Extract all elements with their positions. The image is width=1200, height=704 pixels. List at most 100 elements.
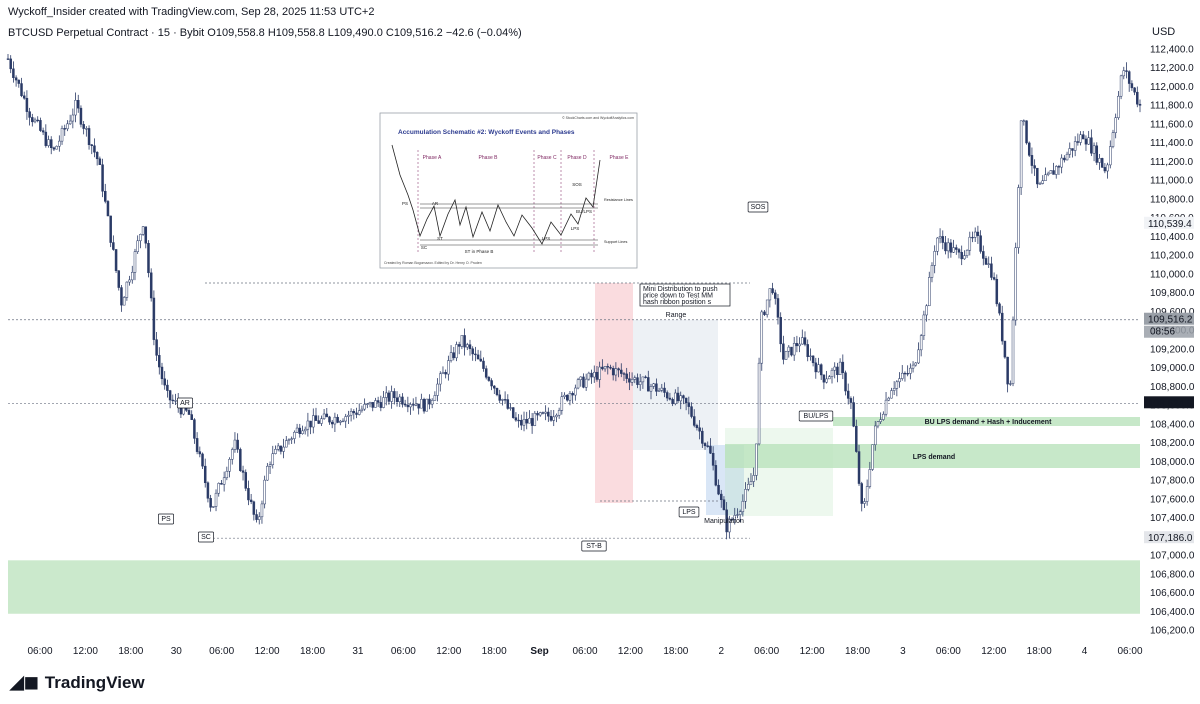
candle-body bbox=[795, 343, 799, 347]
x-tick-label: 06:00 bbox=[391, 646, 416, 657]
lps-projection-zone bbox=[725, 428, 833, 516]
candle-body bbox=[593, 371, 596, 378]
inset-event-label: SC bbox=[421, 245, 428, 250]
candle-body bbox=[39, 120, 42, 131]
candle-body bbox=[249, 499, 253, 502]
candle-body bbox=[471, 348, 474, 355]
candle-body bbox=[701, 430, 704, 444]
y-tick-label: 108,000.0 bbox=[1150, 457, 1195, 468]
candle-body bbox=[844, 372, 847, 392]
candle-body bbox=[1033, 165, 1036, 169]
candle-body bbox=[55, 145, 58, 150]
candle-body bbox=[863, 501, 866, 504]
candle-body bbox=[447, 360, 450, 375]
candle-body bbox=[268, 464, 272, 467]
candle-body bbox=[625, 373, 628, 379]
candle-body bbox=[582, 376, 585, 388]
candle-body bbox=[79, 107, 83, 125]
candle-body bbox=[428, 398, 431, 405]
tv-logo-icon: ◢◼ bbox=[10, 672, 39, 692]
candle-body bbox=[557, 410, 561, 416]
y-tick-label: 111,600.0 bbox=[1150, 119, 1193, 130]
candle-body bbox=[490, 380, 493, 387]
candle-body bbox=[819, 364, 823, 376]
candle-body bbox=[344, 416, 347, 422]
candle-body bbox=[155, 339, 158, 356]
candle-body bbox=[1090, 137, 1093, 154]
candle-body bbox=[1138, 103, 1142, 106]
label-sc: SC bbox=[201, 534, 211, 541]
candle-body bbox=[930, 265, 934, 278]
candle-body bbox=[665, 392, 669, 399]
candle-body bbox=[152, 297, 156, 340]
candle-body bbox=[1014, 247, 1017, 321]
y-tick-label: 107,000.0 bbox=[1150, 551, 1195, 562]
candle-body bbox=[898, 378, 901, 383]
candle-body bbox=[341, 420, 345, 423]
tradingview-logo[interactable]: ◢◼ TradingView bbox=[10, 672, 145, 693]
candle-body bbox=[260, 503, 264, 518]
candle-body bbox=[463, 335, 466, 348]
candle-body bbox=[41, 130, 45, 133]
candle-body bbox=[990, 263, 993, 278]
candle-body bbox=[1030, 155, 1034, 166]
inset-event-label: LPS bbox=[542, 236, 551, 241]
currency-label: USD bbox=[1152, 26, 1176, 38]
candle-body bbox=[28, 111, 31, 118]
candle-body bbox=[814, 362, 818, 373]
candle-body bbox=[1076, 141, 1080, 143]
candle-body bbox=[660, 387, 664, 391]
candle-body bbox=[74, 100, 77, 116]
candle-body bbox=[452, 352, 456, 359]
candle-body bbox=[1103, 167, 1107, 172]
candle-body bbox=[901, 372, 904, 379]
label-lps-box bbox=[678, 506, 700, 518]
price-axis: 106,200.0 106,400.0 106,600.0 106,800.0 107,… bbox=[1144, 44, 1195, 637]
candle-body bbox=[803, 337, 807, 345]
candle-body bbox=[133, 251, 137, 273]
candle-body bbox=[112, 242, 115, 250]
candle-body bbox=[652, 383, 655, 387]
inset-phase-label: Phase C bbox=[537, 155, 557, 161]
candle-body bbox=[149, 272, 153, 299]
candle-body bbox=[560, 396, 564, 411]
candle-body bbox=[825, 378, 828, 383]
x-tick-label: 06:00 bbox=[754, 646, 779, 657]
candle-body bbox=[131, 272, 134, 281]
candle-body bbox=[33, 119, 37, 123]
candle-body bbox=[303, 428, 307, 432]
candle-body bbox=[879, 419, 882, 422]
label-st-b: ST-B bbox=[586, 543, 602, 550]
candle-body bbox=[911, 364, 915, 369]
candle-body bbox=[776, 298, 780, 318]
candle-body bbox=[1084, 138, 1088, 145]
candle-body bbox=[355, 412, 358, 415]
candle-body bbox=[725, 509, 728, 533]
x-tick-label: 18:00 bbox=[663, 646, 688, 657]
countdown-label: 08:56 bbox=[1150, 327, 1175, 338]
candle-body bbox=[263, 479, 266, 505]
candle-body bbox=[314, 415, 318, 421]
candle-body bbox=[293, 431, 296, 439]
candle-body bbox=[441, 372, 445, 375]
candle-body bbox=[255, 514, 258, 520]
x-tick-label: 18:00 bbox=[482, 646, 507, 657]
symbol-ohlc-line: BTCUSD Perpetual Contract · 15 · Bybit O… bbox=[8, 27, 522, 39]
candle-body bbox=[736, 514, 739, 516]
candle-body bbox=[782, 343, 785, 360]
mini-dist-line: hash ribbon position s bbox=[643, 299, 712, 306]
candle-body bbox=[68, 120, 72, 125]
candle-body bbox=[320, 418, 323, 424]
y-tick-label: 109,200.0 bbox=[1150, 344, 1195, 355]
candle-body bbox=[514, 417, 518, 421]
candle-body bbox=[501, 399, 504, 401]
candle-body bbox=[225, 470, 229, 479]
candle-body bbox=[1133, 87, 1136, 93]
candle-body bbox=[306, 420, 310, 430]
candle-body bbox=[603, 366, 607, 370]
inset-phase-label: Phase E bbox=[610, 155, 630, 161]
candle-body bbox=[611, 368, 615, 376]
y-tick-label: 109,000.0 bbox=[1150, 363, 1195, 374]
candle-body bbox=[576, 379, 580, 389]
